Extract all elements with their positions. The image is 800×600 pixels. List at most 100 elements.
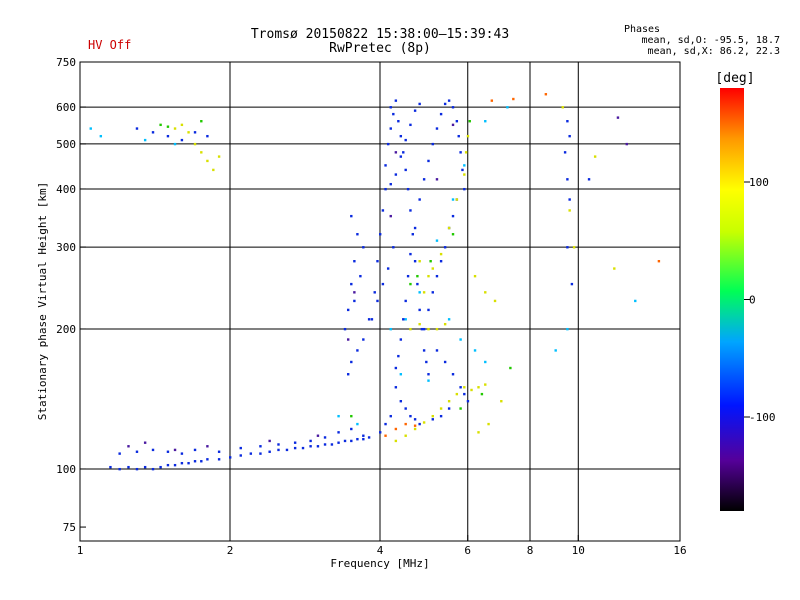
echo-point	[451, 123, 455, 127]
echo-point	[206, 134, 209, 138]
echo-point	[373, 291, 376, 294]
echo-point	[200, 120, 203, 123]
phases-x-stats: mean, sd,X: 86.2, 22.3	[648, 46, 780, 57]
echo-point	[249, 452, 253, 455]
echo-point	[459, 338, 462, 341]
echo-point	[394, 366, 398, 370]
colorbar-tick-label: 0	[749, 294, 756, 307]
echo-point	[464, 151, 468, 154]
echo-point	[386, 267, 390, 270]
echo-point	[143, 465, 147, 469]
echo-point	[350, 414, 353, 418]
echo-point	[151, 467, 155, 471]
x-tick-label: 8	[527, 544, 534, 557]
x-axis-ticks: 1 2 4 6 8 10 16	[77, 535, 687, 557]
echo-point	[443, 360, 447, 364]
echo-point	[394, 427, 398, 431]
echo-point	[484, 291, 487, 294]
echo-point	[435, 274, 439, 278]
y-tick-label: 500	[56, 138, 76, 151]
echo-point	[109, 465, 112, 469]
echo-points	[89, 93, 661, 471]
echo-point	[404, 168, 407, 172]
echo-point	[484, 360, 487, 364]
echo-point	[625, 142, 628, 146]
echo-point	[356, 233, 359, 236]
echo-point	[554, 349, 557, 352]
echo-point	[425, 360, 428, 364]
echo-point	[451, 373, 455, 376]
echo-point	[151, 131, 155, 134]
colorbar-label: [deg]	[715, 71, 754, 86]
echo-point	[187, 131, 190, 134]
echo-point	[431, 291, 434, 294]
echo-point	[293, 446, 297, 450]
echo-point	[399, 155, 403, 158]
echo-point	[180, 452, 184, 455]
echo-point	[259, 452, 262, 455]
echo-point	[451, 233, 455, 236]
echo-point	[443, 246, 447, 249]
echo-point	[309, 439, 312, 443]
x-tick-label: 6	[464, 544, 471, 557]
echo-point	[386, 142, 390, 146]
echo-point	[463, 164, 466, 167]
echo-point	[135, 450, 139, 453]
echo-point	[173, 142, 177, 146]
echo-point	[394, 386, 398, 389]
echo-point	[435, 127, 439, 130]
echo-point	[561, 106, 564, 109]
echo-point	[268, 450, 271, 453]
echo-point	[493, 299, 497, 303]
echo-point	[277, 448, 280, 452]
echo-point	[99, 134, 103, 138]
echo-point	[427, 379, 430, 382]
echo-point	[566, 246, 569, 249]
echo-point	[455, 198, 459, 201]
echo-point	[613, 267, 616, 270]
echo-point	[118, 452, 121, 455]
echo-point	[439, 407, 443, 410]
echo-point	[337, 431, 340, 434]
y-tick-label: 200	[56, 323, 76, 336]
echo-point	[193, 142, 197, 146]
echo-point	[397, 354, 400, 358]
echo-point	[389, 127, 392, 130]
echo-point	[389, 182, 392, 186]
echo-point	[239, 454, 242, 457]
echo-point	[350, 282, 353, 286]
echo-point	[413, 226, 417, 230]
echo-point	[422, 291, 426, 294]
echo-point	[427, 274, 430, 278]
echo-point	[180, 461, 184, 465]
echo-point	[616, 116, 620, 119]
echo-point	[404, 434, 407, 437]
echo-point	[422, 349, 426, 352]
echo-point	[239, 446, 242, 450]
echo-point	[384, 422, 387, 426]
y-axis-label: Stationary phase Virtual Height [km]	[36, 182, 49, 420]
echo-point	[394, 151, 398, 154]
echo-point	[356, 422, 359, 426]
echo-point	[447, 407, 451, 410]
echo-point	[409, 282, 412, 286]
echo-point	[455, 392, 459, 396]
echo-point	[285, 448, 289, 452]
echo-point	[309, 445, 312, 448]
echo-point	[392, 112, 395, 116]
echo-point	[439, 252, 443, 256]
echo-point	[399, 373, 403, 376]
echo-point	[323, 443, 327, 446]
echo-point	[484, 383, 487, 386]
echo-point	[143, 441, 147, 444]
x-tick-label: 1	[77, 544, 84, 557]
echo-point	[500, 400, 503, 403]
echo-point	[359, 274, 362, 278]
echo-point	[404, 299, 407, 303]
colorbar	[720, 88, 744, 511]
echo-point	[439, 260, 443, 263]
x-tick-label: 10	[572, 544, 585, 557]
echo-point	[572, 246, 576, 249]
echo-point	[459, 407, 462, 410]
echo-point	[404, 422, 407, 426]
